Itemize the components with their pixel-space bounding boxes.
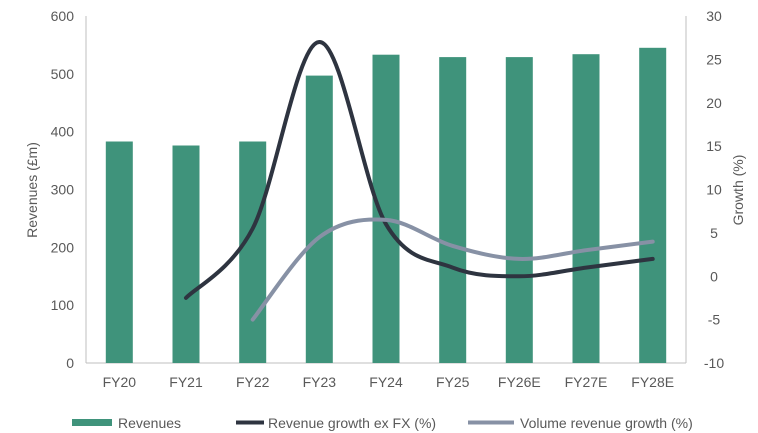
right-tick-label: 15: [706, 138, 722, 154]
legend-label-revenues: Revenues: [118, 415, 181, 431]
x-tick-label: FY25: [436, 374, 470, 390]
bar-fy22: [239, 141, 267, 363]
bar-fy28e: [639, 47, 667, 364]
left-tick-label: 300: [51, 182, 75, 198]
left-tick-label: 0: [66, 355, 74, 371]
x-tick-label: FY28E: [631, 374, 674, 390]
bar-series: [105, 47, 667, 364]
x-tick-label: FY24: [369, 374, 403, 390]
line-series: [184, 39, 655, 322]
bar-fy26e: [505, 57, 533, 363]
x-axis-ticks: FY20 FY21 FY22 FY23 FY24 FY25 FY26E FY27E FY28E: [103, 374, 675, 390]
bar-fy27e: [572, 54, 600, 363]
left-tick-label: 200: [51, 239, 75, 255]
x-tick-label: FY21: [169, 374, 203, 390]
right-tick-label: 30: [706, 8, 722, 24]
legend-label-revenue-growth: Revenue growth ex FX (%): [268, 415, 436, 431]
legend-label-volume-growth: Volume revenue growth (%): [520, 415, 693, 431]
right-tick-label: -10: [704, 355, 724, 371]
x-tick-label: FY22: [236, 374, 270, 390]
right-tick-label: 10: [706, 182, 722, 198]
left-tick-label: 500: [51, 66, 75, 82]
left-tick-label: 400: [51, 124, 75, 140]
right-axis-ticks: -10 -5 0 5 10 15 20 25 30: [704, 8, 724, 371]
legend: Revenues Revenue growth ex FX (%) Volume…: [72, 415, 693, 431]
left-tick-label: 600: [51, 8, 75, 24]
right-tick-label: 0: [710, 268, 718, 284]
left-axis-ticks: 0 100 200 300 400 500 600: [51, 8, 75, 371]
x-tick-label: FY26E: [498, 374, 541, 390]
x-tick-label: FY23: [303, 374, 337, 390]
revenue-growth-line: [184, 39, 655, 300]
right-tick-label: -5: [708, 312, 721, 328]
left-axis-title: Revenues (£m): [24, 142, 40, 238]
bar-fy21: [172, 145, 200, 363]
right-tick-label: 25: [706, 51, 722, 67]
legend-swatch-revenues: [72, 419, 112, 426]
right-tick-label: 20: [706, 95, 722, 111]
bar-fy24: [372, 54, 400, 363]
bar-fy20: [105, 141, 133, 363]
bar-fy25: [439, 57, 467, 363]
left-tick-label: 100: [51, 297, 75, 313]
x-tick-label: FY27E: [565, 374, 608, 390]
right-tick-label: 5: [710, 225, 718, 241]
bar-fy23: [305, 75, 333, 363]
x-tick-label: FY20: [103, 374, 137, 390]
right-axis-title: Growth (%): [730, 155, 746, 226]
volume-growth-line: [250, 217, 655, 322]
